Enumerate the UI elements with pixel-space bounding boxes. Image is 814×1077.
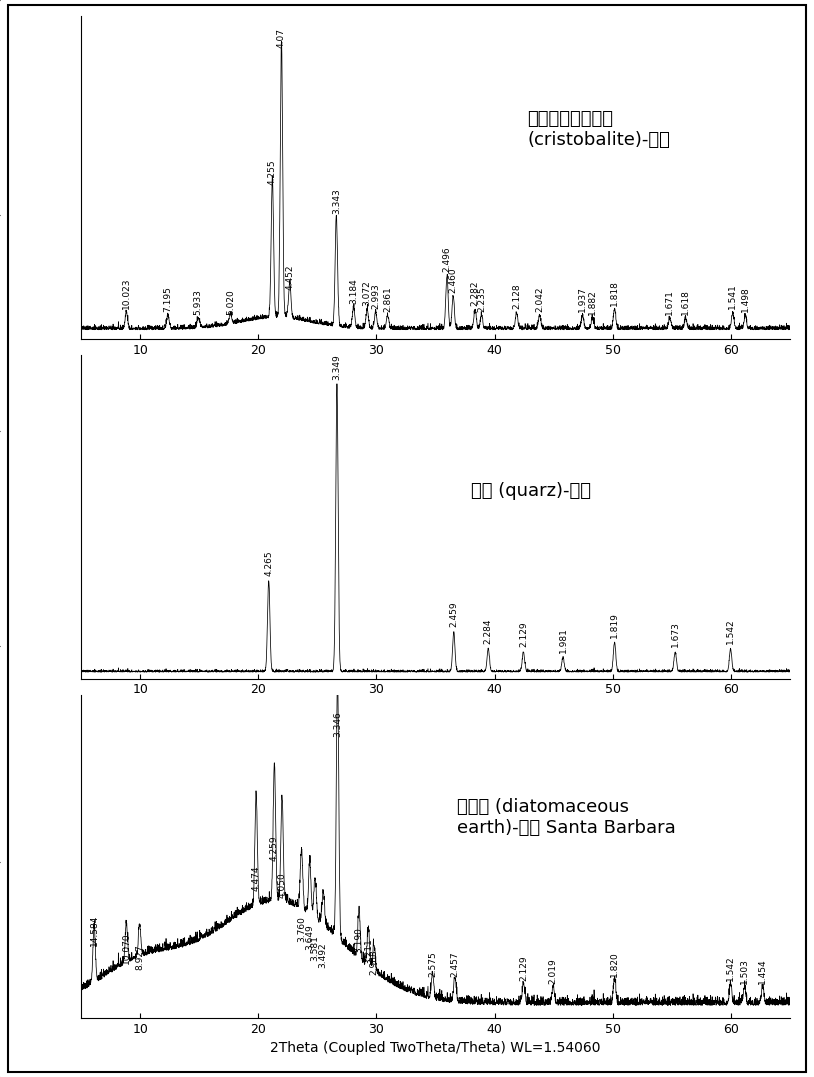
Text: 7.195: 7.195 [164, 285, 173, 311]
Text: 2.128: 2.128 [512, 283, 521, 309]
Text: 2.042: 2.042 [535, 286, 544, 311]
Text: 2.235: 2.235 [477, 286, 486, 311]
Text: 4.265: 4.265 [265, 550, 274, 576]
Text: 2.019: 2.019 [549, 959, 558, 984]
Text: 1.820: 1.820 [610, 951, 619, 977]
Text: 2.284: 2.284 [484, 618, 492, 644]
Text: 4.255: 4.255 [268, 159, 277, 185]
Text: 1.454: 1.454 [758, 959, 767, 984]
Text: 8.927: 8.927 [135, 943, 144, 969]
Text: 3.184: 3.184 [349, 279, 358, 305]
Text: 2.460: 2.460 [449, 267, 457, 293]
Text: 2.457: 2.457 [450, 951, 459, 977]
Text: 2.496: 2.496 [443, 247, 452, 272]
Text: 3.349: 3.349 [332, 354, 341, 380]
Text: 2.282: 2.282 [470, 280, 479, 306]
Text: 1.818: 1.818 [610, 280, 619, 306]
Text: 1.981: 1.981 [558, 627, 567, 653]
Text: 4.259: 4.259 [270, 836, 279, 862]
Text: 2.129: 2.129 [519, 955, 528, 981]
Text: 1.542: 1.542 [726, 618, 735, 644]
Text: 1.618: 1.618 [681, 289, 690, 314]
Text: 3.190: 3.190 [355, 927, 364, 953]
Text: 1.937: 1.937 [578, 285, 587, 311]
Text: 2.459: 2.459 [449, 602, 458, 628]
Text: 1.671: 1.671 [665, 289, 674, 314]
Text: 2.993: 2.993 [371, 283, 380, 309]
X-axis label: 2Theta (Coupled TwoTheta/Theta) WL=1.54060: 2Theta (Coupled TwoTheta/Theta) WL=1.540… [270, 1041, 601, 1055]
Text: 3.760: 3.760 [297, 917, 306, 942]
Text: 1.541: 1.541 [729, 283, 737, 309]
Text: 4.07: 4.07 [277, 28, 286, 48]
Text: 1.819: 1.819 [610, 612, 619, 638]
Text: 크리스토발라이트
(cristobalite)-한국: 크리스토발라이트 (cristobalite)-한국 [527, 110, 671, 149]
Text: 3.211: 3.211 [364, 938, 373, 964]
Text: 4.474: 4.474 [252, 865, 260, 891]
Text: 14.584: 14.584 [90, 914, 98, 946]
Text: 석영 (quarz)-한국: 석영 (quarz)-한국 [470, 482, 591, 500]
Text: 3.581: 3.581 [311, 935, 320, 961]
Text: 1.503: 1.503 [740, 959, 749, 984]
Text: 1.498: 1.498 [741, 285, 750, 311]
Text: 10.023: 10.023 [122, 277, 131, 309]
Text: 5.933: 5.933 [194, 289, 203, 314]
Text: 1.542: 1.542 [726, 955, 735, 981]
Text: 4.050: 4.050 [278, 872, 287, 898]
Text: 1.673: 1.673 [671, 621, 680, 647]
Text: 3.072: 3.072 [363, 280, 372, 306]
Text: 3.346: 3.346 [333, 711, 342, 737]
Text: 2.988: 2.988 [370, 950, 379, 976]
Text: 10.070: 10.070 [122, 933, 131, 964]
Text: 규조토 (diatomaceous
earth)-미국 Santa Barbara: 규조토 (diatomaceous earth)-미국 Santa Barbar… [457, 798, 676, 837]
Text: 2.575: 2.575 [428, 951, 437, 977]
Text: 5.020: 5.020 [225, 289, 235, 314]
Text: 1.882: 1.882 [588, 289, 597, 314]
Text: 2.129: 2.129 [519, 621, 528, 647]
Text: 4.452: 4.452 [285, 264, 294, 290]
Text: 3.649: 3.649 [305, 924, 314, 950]
Text: 3.343: 3.343 [332, 188, 341, 214]
Text: 3.492: 3.492 [319, 942, 328, 968]
Text: 2.861: 2.861 [383, 285, 392, 311]
